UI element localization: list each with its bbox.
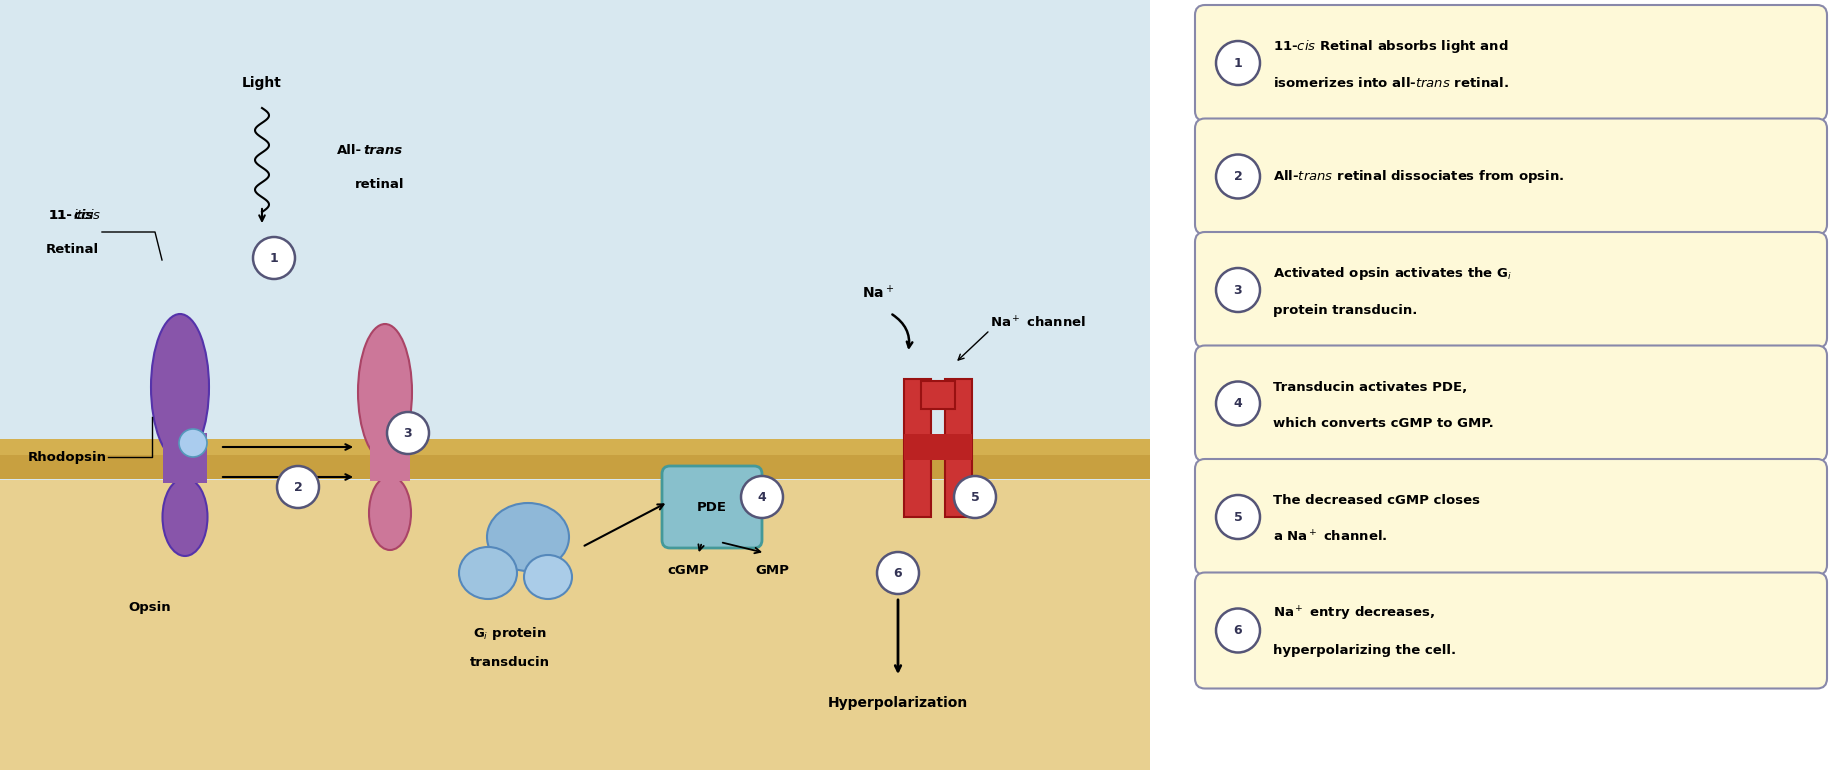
Text: isomerizes into all-$\it{trans}$ retinal.: isomerizes into all-$\it{trans}$ retinal… — [1272, 76, 1508, 90]
Text: Activated opsin activates the G$_i$: Activated opsin activates the G$_i$ — [1272, 265, 1512, 282]
Text: trans: trans — [363, 143, 402, 156]
Bar — [0, 480, 1151, 770]
Text: cGMP: cGMP — [668, 564, 708, 577]
Bar — [904, 434, 972, 460]
Ellipse shape — [459, 547, 516, 599]
Text: a Na$^+$ channel.: a Na$^+$ channel. — [1272, 530, 1387, 545]
Bar — [920, 381, 955, 409]
Ellipse shape — [487, 503, 570, 571]
Text: 2: 2 — [293, 480, 302, 494]
Text: G$_i$ protein: G$_i$ protein — [474, 624, 548, 641]
FancyBboxPatch shape — [1195, 232, 1827, 348]
Circle shape — [1215, 41, 1259, 85]
Circle shape — [953, 476, 996, 518]
Ellipse shape — [151, 314, 208, 460]
Bar — [904, 379, 931, 517]
Text: 4: 4 — [1234, 397, 1243, 410]
Ellipse shape — [369, 476, 411, 550]
Text: hyperpolarizing the cell.: hyperpolarizing the cell. — [1272, 644, 1457, 657]
Text: 11-: 11- — [48, 209, 72, 222]
Circle shape — [1215, 608, 1259, 652]
Text: Opsin: Opsin — [129, 601, 171, 614]
Ellipse shape — [524, 555, 572, 599]
Text: which converts cGMP to GMP.: which converts cGMP to GMP. — [1272, 417, 1494, 430]
Text: PDE: PDE — [697, 500, 727, 514]
Text: Na$^+$ channel: Na$^+$ channel — [990, 316, 1086, 330]
Circle shape — [1215, 381, 1259, 426]
Circle shape — [1215, 495, 1259, 539]
Text: 1: 1 — [1234, 56, 1243, 69]
Text: Light: Light — [242, 76, 282, 90]
Bar — [1151, 0, 1844, 770]
Bar — [0, 439, 1151, 455]
Text: 6: 6 — [1234, 624, 1243, 637]
Circle shape — [179, 429, 207, 457]
Text: 5: 5 — [970, 490, 979, 504]
Circle shape — [387, 412, 430, 454]
Text: retinal: retinal — [356, 178, 404, 190]
Ellipse shape — [162, 478, 208, 556]
Text: All-$\it{trans}$ retinal dissociates from opsin.: All-$\it{trans}$ retinal dissociates fro… — [1272, 168, 1564, 185]
FancyBboxPatch shape — [662, 466, 762, 548]
Ellipse shape — [358, 324, 411, 460]
FancyBboxPatch shape — [1195, 5, 1827, 121]
FancyBboxPatch shape — [1195, 573, 1827, 688]
Circle shape — [1215, 155, 1259, 199]
Circle shape — [741, 476, 784, 518]
Text: The decreased cGMP closes: The decreased cGMP closes — [1272, 494, 1481, 507]
Circle shape — [277, 466, 319, 508]
Text: Transducin activates PDE,: Transducin activates PDE, — [1272, 380, 1468, 393]
Text: protein transducin.: protein transducin. — [1272, 303, 1418, 316]
Text: 6: 6 — [894, 567, 902, 580]
Text: 5: 5 — [1234, 511, 1243, 524]
Text: 3: 3 — [1234, 283, 1243, 296]
Bar — [162, 433, 207, 483]
Text: Hyperpolarization: Hyperpolarization — [828, 696, 968, 710]
Text: All-: All- — [337, 143, 361, 156]
Text: 1: 1 — [269, 252, 278, 265]
Text: GMP: GMP — [754, 564, 789, 577]
Text: Rhodopsin: Rhodopsin — [28, 450, 107, 464]
Text: 4: 4 — [758, 490, 767, 504]
FancyBboxPatch shape — [1195, 119, 1827, 235]
Circle shape — [1215, 268, 1259, 312]
Bar — [371, 433, 409, 481]
Text: Retinal: Retinal — [46, 243, 98, 256]
Bar — [0, 0, 1151, 480]
Text: Na$^+$ entry decreases,: Na$^+$ entry decreases, — [1272, 605, 1435, 624]
Text: 2: 2 — [1234, 170, 1243, 183]
Text: cis: cis — [74, 209, 94, 222]
Text: 3: 3 — [404, 427, 413, 440]
FancyBboxPatch shape — [1195, 459, 1827, 575]
Bar — [944, 379, 972, 517]
FancyBboxPatch shape — [1195, 346, 1827, 461]
Bar — [0, 455, 1151, 479]
Text: $it{cis}$: $it{cis}$ — [74, 208, 101, 222]
Text: 11-: 11- — [48, 209, 72, 222]
Text: 11-$\it{cis}$ Retinal absorbs light and: 11-$\it{cis}$ Retinal absorbs light and — [1272, 38, 1508, 55]
Text: Na$^+$: Na$^+$ — [861, 284, 894, 302]
Circle shape — [878, 552, 918, 594]
Text: transducin: transducin — [470, 657, 550, 669]
Circle shape — [253, 237, 295, 279]
